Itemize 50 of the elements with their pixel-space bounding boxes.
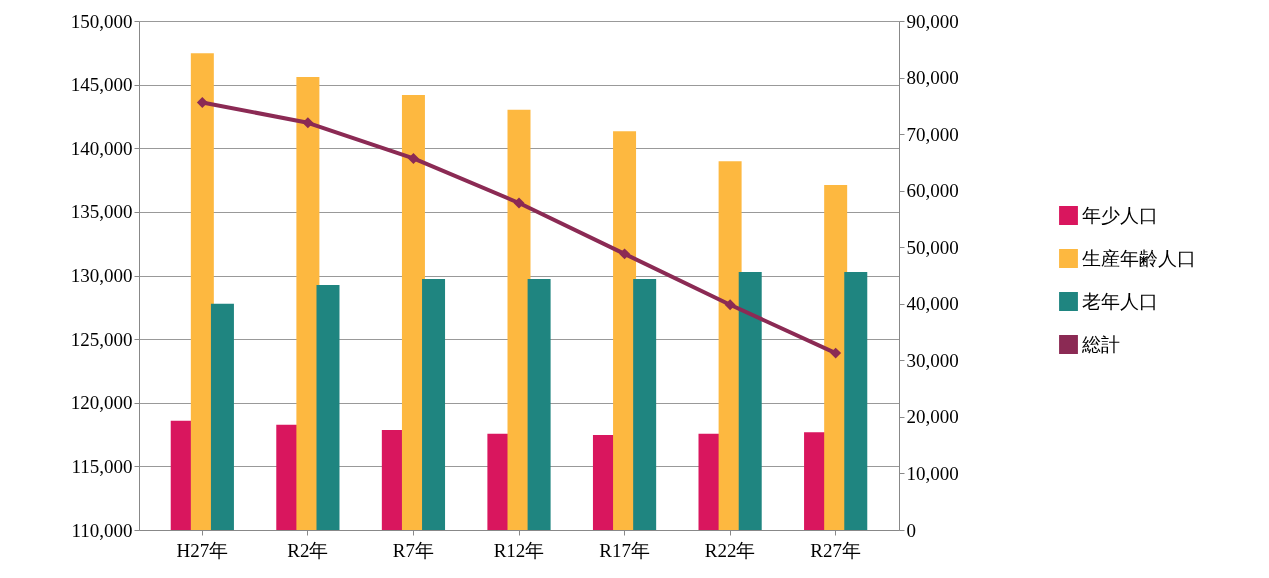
point — [724, 299, 736, 311]
y-tick-label: 150,000 — [70, 10, 133, 32]
y2-tick-label: 0 — [906, 519, 916, 541]
legend-label: 生産年齢人口 — [1082, 247, 1196, 269]
point — [513, 197, 525, 209]
y2-tick-label: 40,000 — [906, 293, 959, 315]
y-tick-label: 140,000 — [70, 137, 133, 159]
y-tick-label: 145,000 — [70, 74, 133, 96]
bar — [507, 109, 531, 530]
y-tick-label: 125,000 — [70, 328, 133, 350]
bar — [613, 131, 637, 530]
bar — [190, 53, 214, 530]
x-tick-label: R2年 — [287, 539, 329, 561]
point — [830, 347, 842, 359]
bar — [487, 433, 511, 530]
bar — [844, 272, 868, 530]
x-tick-label: H27年 — [176, 539, 229, 561]
y2-tick-label: 20,000 — [906, 406, 959, 428]
point — [302, 117, 314, 129]
y-tick-label: 135,000 — [70, 201, 133, 223]
y2-tick-label: 10,000 — [906, 462, 959, 484]
y-tick-label: 130,000 — [70, 265, 133, 286]
x-tick-label: R12年 — [493, 539, 545, 561]
y-tick-label: 115,000 — [71, 455, 133, 477]
bar — [210, 303, 234, 530]
y2-tick-label: 80,000 — [906, 67, 959, 89]
bar — [422, 278, 446, 530]
legend-label: 老年人口 — [1082, 290, 1158, 312]
y-tick-label: 110,000 — [71, 519, 133, 541]
bar — [316, 285, 340, 530]
y2-tick-label: 90,000 — [906, 10, 959, 32]
x-tick-label: R17年 — [599, 539, 650, 561]
bar — [633, 278, 657, 530]
x-tick-label: R22年 — [704, 539, 756, 561]
x-tick-label: R27年 — [810, 539, 862, 561]
bar — [401, 95, 425, 530]
y2-tick-label: 50,000 — [906, 236, 959, 258]
y2-tick-label: 70,000 — [906, 123, 959, 145]
point — [619, 248, 631, 260]
bar — [527, 278, 551, 530]
bar — [738, 272, 762, 530]
y2-tick-label: 60,000 — [906, 180, 959, 202]
point — [196, 96, 208, 108]
legend-label: 総計 — [1081, 333, 1120, 355]
y2-tick-label: 30,000 — [906, 349, 959, 371]
bar — [296, 76, 320, 530]
y-tick-label: 120,000 — [70, 392, 133, 414]
point — [407, 152, 419, 164]
x-tick-label: R7年 — [392, 539, 435, 561]
legend-label: 年少人口 — [1082, 204, 1158, 226]
